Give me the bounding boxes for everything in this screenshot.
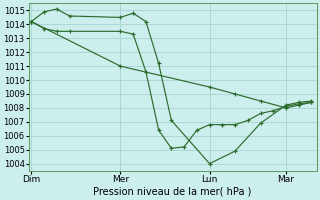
X-axis label: Pression niveau de la mer( hPa ): Pression niveau de la mer( hPa ) — [93, 187, 252, 197]
